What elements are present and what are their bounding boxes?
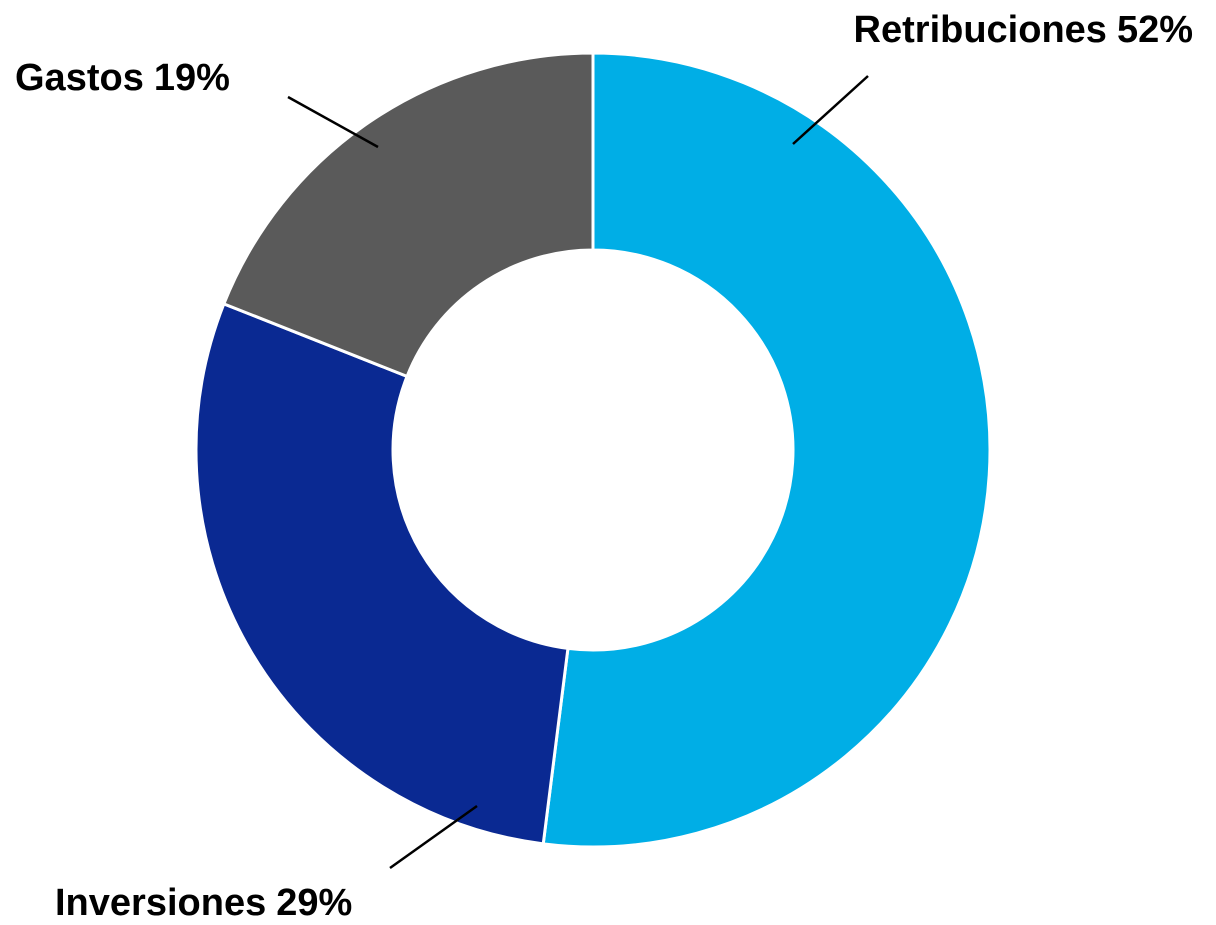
slice-value-label: 52% <box>1117 9 1193 51</box>
slice-value-label: 29% <box>276 882 352 924</box>
slice-label: Inversiones 29% <box>55 882 352 924</box>
slice-label: Gastos 19% <box>15 57 230 99</box>
slice-category: Gastos <box>15 57 144 99</box>
slice-label: Retribuciones 52% <box>854 9 1193 51</box>
donut-slice <box>194 301 570 846</box>
donut-slice <box>541 51 992 849</box>
leader-line <box>389 804 478 870</box>
slice-category: Retribuciones <box>854 9 1107 51</box>
leader-line <box>792 75 869 145</box>
donut-slice <box>221 51 595 379</box>
slice-value-label: 19% <box>154 57 230 99</box>
leader-line <box>287 95 379 149</box>
slice-category: Inversiones <box>55 882 266 924</box>
